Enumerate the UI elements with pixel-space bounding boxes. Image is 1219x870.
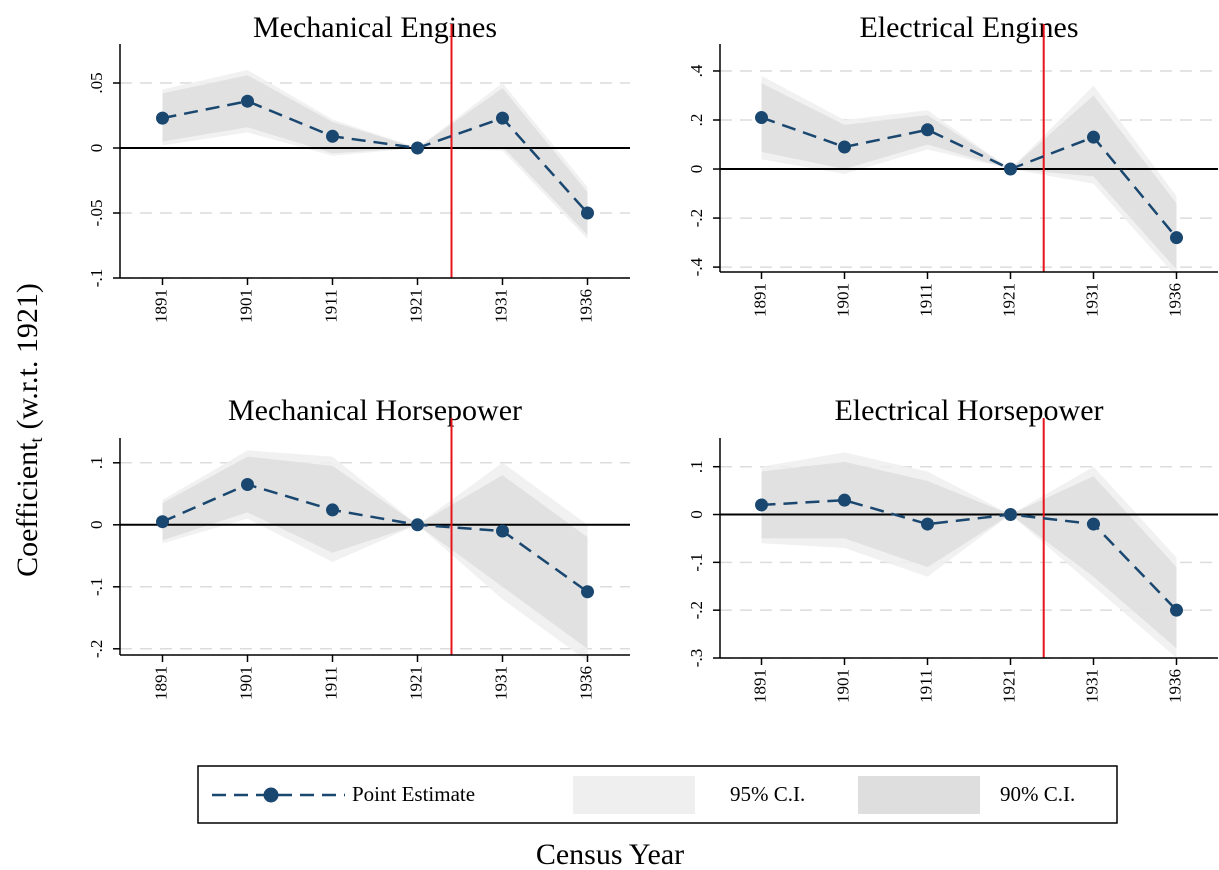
x-tick-label: 1911 (916, 283, 935, 316)
estimate-point (411, 141, 424, 155)
x-tick-label: 1911 (321, 289, 340, 322)
y-tick-label: -.4 (687, 257, 706, 276)
estimate-point (241, 94, 254, 108)
estimate-point (581, 206, 594, 220)
x-tick-label: 1931 (491, 289, 510, 323)
estimate-point (1170, 603, 1183, 617)
estimate-line (761, 498, 1178, 612)
legend-label: 95% C.I. (730, 782, 805, 806)
estimate-point (1004, 508, 1017, 522)
ci-band (162, 456, 588, 649)
estimate-point (755, 111, 768, 125)
y-tick-label: -.2 (687, 209, 706, 227)
estimate-point (156, 515, 169, 529)
x-tick-label: 1921 (999, 669, 1018, 703)
x-tick-label: 1931 (491, 666, 510, 700)
estimate-point (1087, 517, 1100, 531)
panel: Electrical Engines -.4 -.2 0 .2 .4 1891 1901 191… (687, 11, 1218, 317)
legend-swatch (858, 776, 980, 814)
estimate-point (838, 493, 851, 507)
y-tick-label: -.3 (687, 649, 706, 667)
legend-label: Point Estimate (352, 782, 475, 806)
estimate-point (496, 524, 509, 538)
y-axis-label: Coefficientt (w.r.t. 1921) (11, 283, 46, 577)
y-tick-label: -.1 (87, 578, 106, 596)
legend: Point Estimate 95% C.I. 90% C.I. (197, 765, 1118, 824)
legend-marker (263, 787, 279, 803)
estimate-line (161, 483, 589, 593)
legend-label: 90% C.I. (1000, 782, 1075, 806)
estimate-point (581, 585, 594, 599)
estimate-point (921, 123, 934, 137)
x-tick-label: 1936 (1165, 283, 1184, 317)
y-tick-label: .2 (687, 114, 706, 127)
estimate-point (838, 140, 851, 154)
y-tick-label: .1 (687, 460, 706, 473)
y-tick-label: .05 (87, 72, 106, 93)
x-tick-label: 1901 (236, 666, 255, 700)
panel-title: Electrical Engines (859, 11, 1078, 44)
estimate-point (326, 503, 339, 517)
estimate-point (241, 478, 254, 491)
estimate-point (1004, 162, 1017, 176)
x-tick-label: 1931 (1082, 283, 1101, 317)
x-tick-label: 1891 (750, 669, 769, 703)
estimate-point (156, 111, 169, 125)
estimate-point (411, 518, 424, 532)
y-tick-label: -.2 (687, 601, 706, 619)
y-tick-label: -.05 (87, 200, 106, 227)
x-tick-label: 1901 (833, 283, 852, 317)
y-tick-label: -.1 (87, 269, 106, 287)
estimate-point (1170, 231, 1183, 245)
y-axis-label-suffix: (w.r.t. 1921) (11, 283, 44, 429)
y-tick-label: -.1 (687, 553, 706, 571)
ci-band (761, 83, 1177, 270)
x-tick-label: 1921 (999, 283, 1018, 317)
x-tick-label: 1936 (1165, 669, 1184, 703)
legend-swatch (573, 776, 695, 814)
x-tick-label: 1936 (576, 666, 595, 700)
panel-title: Mechanical Horsepower (228, 394, 522, 427)
x-tick-label: 1901 (236, 289, 255, 323)
x-tick-label: 1931 (1082, 669, 1101, 703)
x-tick-label: 1911 (321, 666, 340, 699)
estimate-point (755, 498, 768, 512)
estimate-point (496, 111, 509, 125)
estimate-point (921, 517, 934, 531)
x-tick-label: 1901 (833, 669, 852, 703)
estimate-line (162, 99, 589, 214)
x-tick-label: 1891 (750, 283, 769, 317)
ci-band (761, 461, 1177, 649)
estimate-line (761, 116, 1178, 239)
y-tick-label: 0 (87, 144, 106, 153)
x-tick-label: 1921 (406, 289, 425, 323)
y-axis-label-subscript: t (26, 437, 46, 442)
ci-band (162, 75, 588, 236)
y-axis-label-text: Coefficient (11, 442, 44, 577)
panel: Mechanical Horsepower -.2 -.1 0 .1 1891 1901 19… (87, 394, 630, 700)
x-tick-label: 1891 (151, 289, 170, 323)
panel-title: Mechanical Engines (253, 11, 497, 44)
y-tick-label: 0 (687, 510, 706, 519)
panel: Electrical Horsepower -.3 -.2 -.1 0 .1 1891 190… (687, 394, 1218, 703)
x-tick-label: 1921 (406, 666, 425, 700)
y-tick-label: 0 (87, 521, 106, 530)
estimate-point (1087, 130, 1100, 144)
panel-title: Electrical Horsepower (834, 394, 1103, 427)
y-tick-label: 0 (687, 165, 706, 174)
panel: Mechanical Engines -.1 -.05 0 .05 1891 1901 191… (87, 11, 630, 323)
y-tick-label: -.2 (87, 640, 106, 658)
y-tick-label: .4 (687, 64, 706, 77)
estimate-point (326, 129, 339, 143)
x-axis-label: Census Year (536, 838, 684, 870)
y-tick-label: .1 (87, 456, 106, 469)
x-tick-label: 1911 (916, 669, 935, 702)
x-tick-label: 1891 (151, 666, 170, 700)
x-tick-label: 1936 (576, 289, 595, 323)
